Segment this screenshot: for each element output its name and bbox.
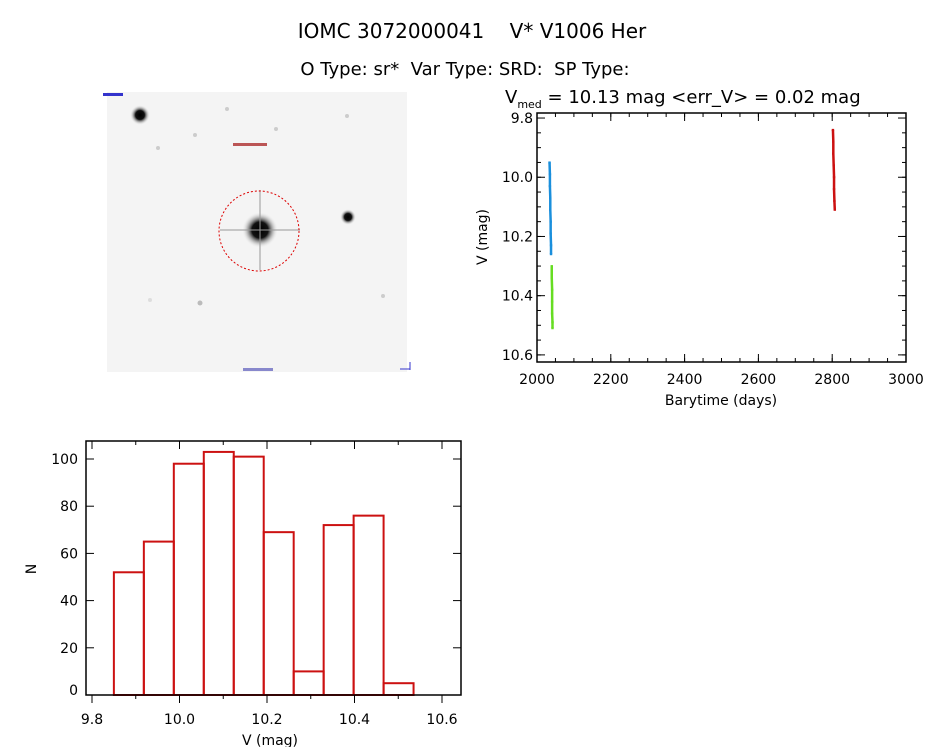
hist-bar [264,532,294,695]
hist-bar [294,671,324,695]
hist-y-tick-label: 60 [60,546,78,562]
lc-plot-frame [537,113,906,362]
hist-x-tick-label: 10.2 [251,712,282,728]
light-curve-chart: Vmed = 10.13 mag <err_V> = 0.02 mag 2000… [475,87,924,409]
object-types: O Type: sr* Var Type: SRD: SP Type: [300,59,629,80]
lc-x-tick-label: 2400 [667,372,703,388]
hist-bar [204,452,234,695]
hist-y-tick-label: 100 [51,452,78,468]
hist-bar [174,464,204,695]
lc-x-tick-label: 2000 [519,372,555,388]
hist-x-tick-label: 10.6 [426,712,457,728]
hist-y-label: N [24,564,40,574]
hist-y-tick-label: 20 [60,641,78,657]
hist-y-tick-label: 80 [60,499,78,515]
hist-y-tick-label: 0 [69,683,78,699]
hist-bar [114,572,144,695]
hist-x-tick-label: 10.0 [164,712,195,728]
star [130,105,150,125]
lc-x-tick-label: 2800 [814,372,850,388]
page-title: IOMC 3072000041 V* V1006 Her [298,19,647,43]
hist-bar [354,516,384,695]
lc-x-tick-label: 2600 [741,372,777,388]
hist-plot-frame [86,441,461,695]
lc-y-tick-label: 10.0 [502,170,533,186]
hist-bar [384,683,414,695]
lc-y-tick-label: 10.6 [502,348,533,364]
hist-bar [234,457,264,695]
hist-bar [144,542,174,695]
lc-y-tick-label: 10.2 [502,229,533,245]
hist-bar [324,525,354,695]
lc-y-tick-label: 10.4 [502,289,533,305]
lc-x-tick-label: 3000 [888,372,924,388]
hist-x-tick-label: 9.8 [81,712,103,728]
hist-x-label: V (mag) [242,733,298,747]
lc-y-label: V (mag) [475,209,491,265]
sky-image [103,92,410,372]
hist-x-tick-label: 10.4 [339,712,370,728]
star [340,209,356,225]
lc-x-label: Barytime (days) [665,393,777,409]
lc-title: Vmed = 10.13 mag <err_V> = 0.02 mag [505,87,861,111]
hist-y-tick-label: 40 [60,594,78,610]
lc-y-tick-label: 9.8 [511,111,533,127]
lc-x-tick-label: 2200 [593,372,629,388]
